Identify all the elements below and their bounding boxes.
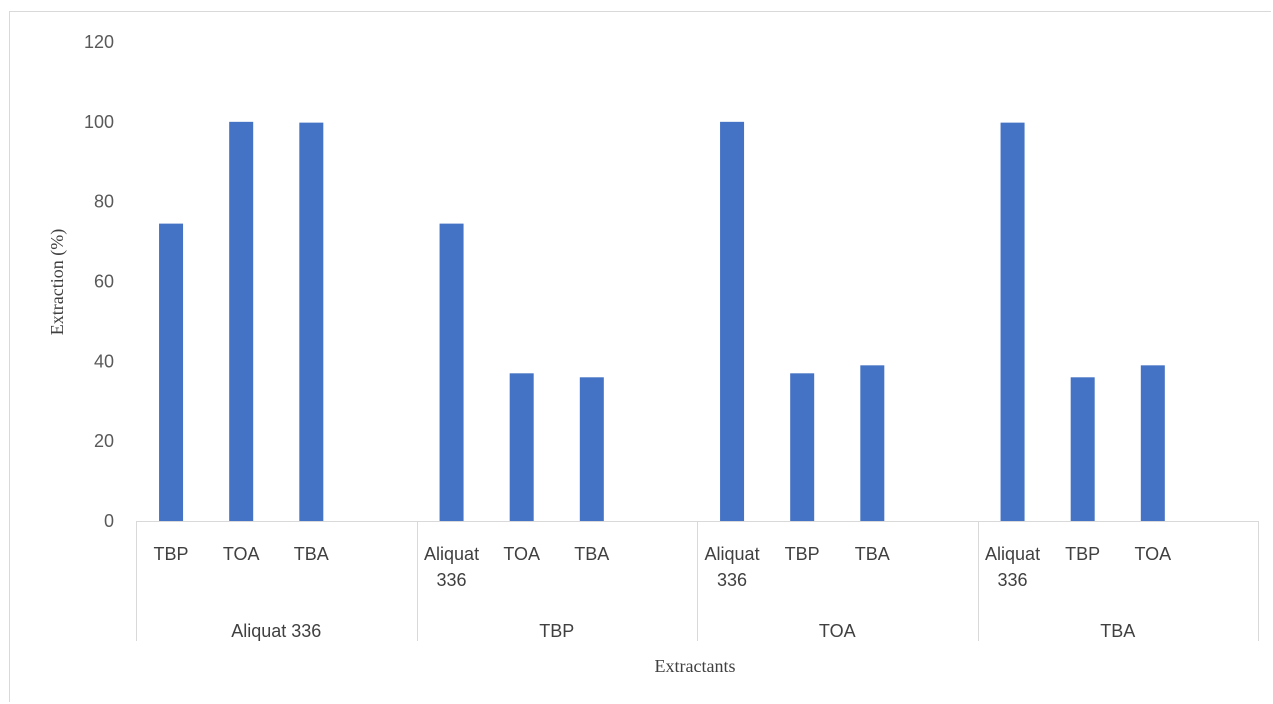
x-tick-label: TOA: [503, 544, 540, 564]
y-axis-title: Extraction (%): [47, 229, 68, 335]
x-tick-label: TOA: [223, 544, 260, 564]
bar: [579, 377, 604, 521]
x-tick-label: TBP: [1065, 544, 1100, 564]
x-tick-label: 336: [717, 570, 747, 590]
y-tick-label: 40: [94, 351, 114, 371]
y-tick-label: 120: [84, 32, 114, 52]
x-axis: TBP TOA TBA Aliquat 336 Aliquat 336 TOA TBA TBP A…: [136, 521, 1259, 641]
group-label: Aliquat 336: [231, 621, 321, 641]
group-label: TBP: [539, 621, 574, 641]
bar: [299, 122, 324, 522]
x-tick-label: TBA: [855, 544, 890, 564]
y-tick-label: 80: [94, 192, 114, 212]
x-tick-label: TBA: [574, 544, 609, 564]
bar: [720, 121, 745, 521]
bar: [1000, 122, 1025, 522]
x-tick-label: TBA: [294, 544, 329, 564]
x-tick-label: Aliquat: [985, 544, 1040, 564]
x-tick-label: Aliquat: [424, 544, 479, 564]
x-tick-label: TBP: [154, 544, 189, 564]
bar: [860, 365, 885, 521]
y-tick-label: 60: [94, 272, 114, 292]
x-tick-label: TBP: [785, 544, 820, 564]
x-tick-label: TOA: [1134, 544, 1171, 564]
x-tick-label: 336: [998, 570, 1028, 590]
bar: [1140, 365, 1165, 521]
bar: [1070, 377, 1095, 521]
y-axis-ticks: 0 20 40 60 80 100 120: [84, 32, 114, 531]
bar: [790, 373, 815, 521]
bar: [229, 121, 254, 521]
y-tick-label: 20: [94, 431, 114, 451]
bar: [509, 373, 534, 521]
bar-series: [159, 121, 1165, 522]
x-axis-title: Extractants: [655, 656, 736, 676]
group-label: TOA: [819, 621, 856, 641]
y-tick-label: 0: [104, 511, 114, 531]
chart-frame: [9, 11, 1271, 702]
bar: [159, 223, 184, 521]
x-tick-label: 336: [437, 570, 467, 590]
x-tick-label: Aliquat: [705, 544, 760, 564]
group-label: TBA: [1100, 621, 1135, 641]
y-tick-label: 100: [84, 112, 114, 132]
bar: [439, 223, 464, 521]
